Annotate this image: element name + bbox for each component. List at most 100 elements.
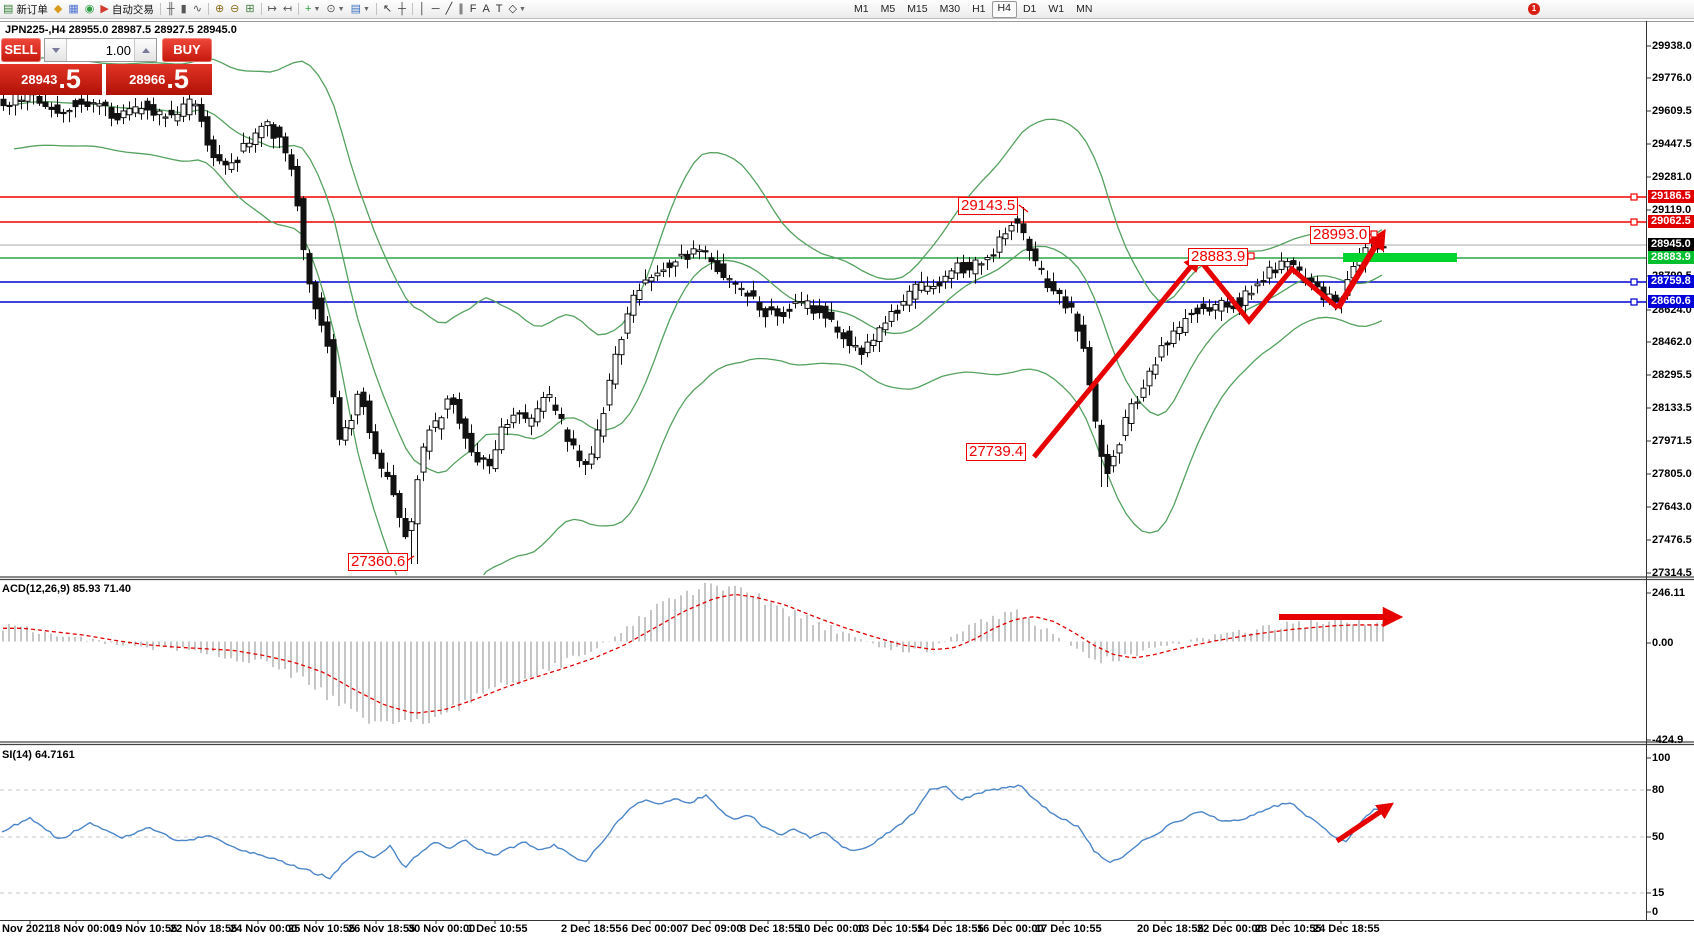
toolbar: ▤ 新订单 ◆ ▦ ◉ ▶ 自动交易 ╫ ▮ ∿ ⊕ ⊖ ⊞ ↦ ↤ + ▼ ⊙ ▼ ▤ ▼ ↖ ┼ │ ─ ╱ ∥ F A T ◇ ▼ M1… (0, 0, 1694, 19)
zoom-in-button[interactable]: ⊕ (212, 2, 227, 17)
time-axis-label: 14 Dec 18:55 (917, 923, 984, 935)
chart-window-icon: ▦ (68, 3, 79, 15)
timeframe-d1[interactable]: D1 (1022, 2, 1037, 15)
time-axis-label: 16 Dec 00:00 (977, 923, 1044, 935)
crosshair-button[interactable]: ┼ (395, 2, 409, 17)
candlestick-chart-button[interactable]: ▮ (178, 2, 190, 17)
bar-chart-button[interactable]: ╫ (164, 2, 178, 17)
line-chart-icon: ∿ (192, 3, 202, 15)
rsi-tick-label: 50 (1652, 831, 1665, 843)
text-icon: A (482, 3, 490, 15)
horizontal-line-icon: ─ (431, 3, 440, 15)
cursor-button[interactable]: ↖ (380, 2, 395, 17)
price-tick-label: 29776.0 (1652, 72, 1692, 84)
periods-button[interactable]: ⊙ ▼ (323, 2, 347, 17)
trendline-button[interactable]: ╱ (443, 2, 456, 17)
arrows-icon: ◇ (508, 3, 517, 15)
equidistant-channel-button[interactable]: ∥ (455, 2, 467, 17)
volume-stepper: 1.00 (44, 38, 157, 62)
buy-price-display[interactable]: 28966 .5 (106, 64, 212, 95)
signals-button[interactable]: ◉ (82, 2, 98, 17)
price-tick-label: 27971.5 (1652, 435, 1692, 447)
timeframe-m5[interactable]: M5 (880, 2, 896, 15)
chart-shift-button[interactable]: ↤ (280, 2, 295, 17)
templates-button[interactable]: ▤ ▼ (348, 2, 373, 17)
volume-decrease-button[interactable] (45, 39, 67, 61)
buy-button[interactable]: BUY (162, 38, 212, 62)
arrows-button[interactable]: ◇ ▼ (506, 2, 529, 17)
time-axis-label: 13 Dec 10:55 (857, 923, 924, 935)
price-annotation[interactable]: 27360.6 (348, 553, 409, 571)
signals-icon: ◉ (84, 3, 95, 15)
price-annotation[interactable]: 28883.9 (1188, 248, 1249, 266)
auto-trading-button[interactable]: ▶ 自动交易 (97, 2, 156, 17)
price-tick-label: 28133.5 (1652, 402, 1692, 414)
volume-increase-button[interactable] (134, 39, 156, 61)
price-annotation[interactable]: 28993.0 (1310, 226, 1371, 244)
macd-tick-label: 246.11 (1652, 587, 1686, 599)
price-level-badge: 29186.5 (1648, 190, 1694, 203)
chart-window-button[interactable]: ▦ (65, 2, 81, 17)
timeframe-h1[interactable]: H1 (972, 2, 986, 15)
rsi-tick-label: 80 (1652, 784, 1665, 796)
horizontal-line-button[interactable]: ─ (429, 2, 443, 17)
line-chart-button[interactable]: ∿ (190, 2, 205, 17)
timeframe-m30[interactable]: M30 (939, 2, 961, 15)
alert-icon[interactable]: 1 (1528, 3, 1540, 15)
toolbar-separator (375, 3, 377, 15)
new-order-button[interactable]: ▤ 新订单 (0, 2, 51, 17)
timeframe-mn[interactable]: MN (1076, 2, 1093, 15)
timeframe-buttons: M1 M5 M15 M30 H1 H4 D1 W1 MN (848, 0, 1098, 18)
timeframe-h4[interactable]: H4 (991, 0, 1017, 18)
toolbar-separator (159, 3, 161, 15)
macd-indicator-label: ACD(12,26,9) 85.93 71.40 (2, 583, 132, 595)
volume-input[interactable]: 1.00 (105, 42, 131, 58)
timeframe-m15[interactable]: M15 (907, 2, 928, 15)
indicators-button[interactable]: + ▼ (302, 2, 323, 17)
chevron-down-icon: ▼ (313, 5, 321, 13)
text-label-button[interactable]: T (493, 2, 506, 17)
bar-chart-icon: ╫ (166, 3, 175, 15)
time-axis-label: 2 Dec 18:55 (561, 923, 622, 935)
vertical-line-button[interactable]: │ (416, 2, 429, 17)
time-axis-label: 17 Dec 10:55 (1035, 923, 1102, 935)
timeframe-m1[interactable]: M1 (854, 2, 869, 15)
price-tick-label: 29938.0 (1652, 40, 1692, 52)
time-axis-label: 20 Dec 18:55 (1137, 923, 1204, 935)
zoom-in-icon: ⊕ (214, 3, 225, 15)
sell-button[interactable]: SELL (1, 38, 41, 62)
price-tick-label: 29281.0 (1652, 171, 1692, 183)
buy-price-pips: .5 (166, 64, 189, 94)
chevron-down-icon: ▼ (519, 5, 526, 13)
timeframe-w1[interactable]: W1 (1048, 2, 1065, 15)
symbols-button[interactable]: ◆ (51, 2, 65, 17)
price-annotation[interactable]: 27739.4 (966, 443, 1027, 461)
new-order-label: 新订单 (16, 3, 48, 16)
time-axis-label: 8 Dec 18:55 (740, 923, 801, 935)
fibonacci-button[interactable]: F (467, 2, 480, 17)
time-axis-label: 1 Dec 10:55 (467, 923, 528, 935)
time-axis-label: 24 Dec 18:55 (1313, 923, 1380, 935)
price-annotation[interactable]: 29143.5 (958, 197, 1019, 215)
text-button[interactable]: A (479, 2, 492, 17)
time-axis-label: 23 Dec 10:55 (1255, 923, 1322, 935)
buy-price-main: 28966 (129, 72, 166, 87)
zoom-out-icon: ⊖ (230, 3, 240, 15)
macd-tick-label: 0.00 (1652, 637, 1674, 649)
time-axis-label: 6 Dec 00:00 (622, 923, 683, 935)
sell-price-display[interactable]: 28943 .5 (0, 64, 102, 95)
zoom-out-button[interactable]: ⊖ (227, 2, 242, 17)
price-tick-label: 27314.5 (1652, 567, 1692, 579)
templates-icon: ▤ (350, 3, 361, 15)
time-axis-label: 30 Nov 00:00 (408, 923, 476, 935)
tile-windows-button[interactable]: ⊞ (242, 2, 257, 17)
rsi-tick-label: 15 (1652, 887, 1665, 899)
time-axis-label: 22 Dec 00:00 (1197, 923, 1264, 935)
fibonacci-icon: F (469, 3, 477, 15)
auto-scroll-button[interactable]: ↦ (265, 2, 280, 17)
rsi-indicator-label: SI(14) 64.7161 (2, 749, 75, 761)
trendline-icon: ╱ (445, 3, 453, 15)
auto-trading-icon: ▶ (100, 3, 109, 15)
new-order-icon: ▤ (3, 3, 14, 15)
